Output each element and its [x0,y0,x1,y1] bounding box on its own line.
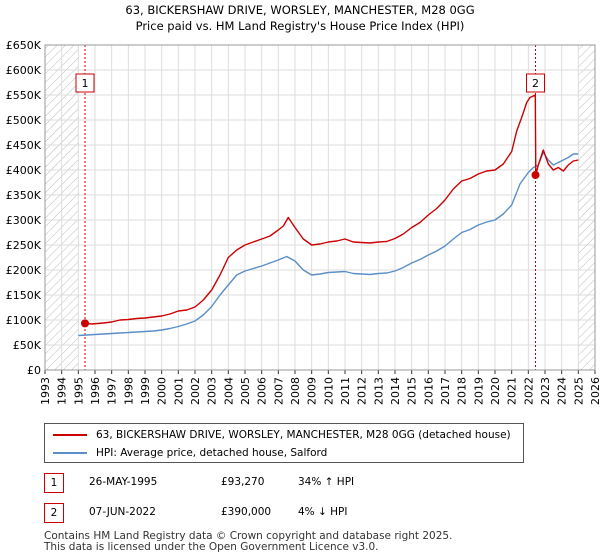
hpi-line [78,151,579,337]
plot-background [45,45,595,370]
x-tick-label: 1993 [39,377,52,405]
sale-hpi-change: 34% ↑ HPI [298,476,355,488]
footer-line-2: This data is licensed under the Open Gov… [44,541,379,553]
x-tick-label: 1999 [139,377,152,405]
y-tick-label: £450K [6,139,42,152]
y-tick-label: £350K [6,189,42,202]
x-tick-label: 1998 [122,377,135,405]
y-tick-label: £550K [6,89,42,102]
sale-date: 07-JUN-2022 [89,506,156,518]
x-tick-label: 2025 [572,377,585,405]
legend-item-property: 63, BICKERSHAW DRIVE, WORSLEY, MANCHESTE… [53,426,511,444]
y-tick-label: £600K [6,64,42,77]
x-tick-label: 2008 [289,377,302,405]
x-tick-label: 2017 [439,377,452,405]
sale-label-box [75,73,95,93]
x-tick-label: 2004 [222,377,235,405]
x-tick-label: 1994 [56,377,69,405]
x-tick-label: 1996 [89,377,102,405]
y-tick-label: £50K [13,339,42,352]
x-tick-label: 2014 [389,377,402,405]
y-tick-label: £300K [6,214,42,227]
legend-label-hpi: HPI: Average price, detached house, Salf… [96,447,328,459]
legend-swatch-hpi [53,452,87,454]
x-tick-label: 2005 [239,377,252,405]
x-tick-label: 2024 [556,377,569,405]
x-tick-label: 2007 [272,377,285,405]
hatched-region-layer [45,45,595,370]
series-layer [78,94,579,337]
hatched-region [578,45,595,370]
legend-swatch-property [53,434,87,436]
y-tick-label: £100K [6,314,42,327]
y-tick-label: £150K [6,289,42,302]
sale-label-number: 2 [532,77,539,90]
chart-subtitle: Price paid vs. HM Land Registry's House … [136,19,465,33]
x-tick-label: 2013 [372,377,385,405]
sale-point [81,319,89,328]
plot-border [44,44,596,371]
chart-title: 63, BICKERSHAW DRIVE, WORSLEY, MANCHESTE… [125,3,474,17]
x-tick-label: 2012 [356,377,369,405]
x-tick-label: 2016 [422,377,435,405]
sale-price: £390,000 [221,506,272,518]
x-tick-label: 2023 [539,377,552,405]
grid-layer [44,44,596,371]
property-price-line [84,94,579,325]
footer-line-1: Contains HM Land Registry data © Crown c… [44,530,453,542]
x-tick-label: 2021 [506,377,519,405]
sale-number-badge: 1 [44,473,64,493]
sale-label-box [526,73,545,93]
legend-label-property: 63, BICKERSHAW DRIVE, WORSLEY, MANCHESTE… [96,429,511,441]
footer-attribution: Contains HM Land Registry data © Crown c… [44,531,452,553]
y-tick-label: £400K [6,164,42,177]
x-tick-label: 2019 [472,377,485,405]
sale-price: £93,270 [221,476,265,488]
x-tick-label: 2010 [322,377,335,405]
x-tick-label: 2011 [339,377,352,405]
y-tick-label: £200K [6,264,42,277]
x-tick-label: 1997 [106,377,119,405]
legend: 63, BICKERSHAW DRIVE, WORSLEY, MANCHESTE… [44,423,524,463]
x-tick-label: 2006 [256,377,269,405]
price-chart: 63, BICKERSHAW DRIVE, WORSLEY, MANCHESTE… [6,3,600,405]
x-tick-label: 2015 [406,377,419,405]
x-tick-label: 2000 [156,377,169,405]
legend-item-hpi: HPI: Average price, detached house, Salf… [53,444,327,462]
x-tick-label: 2009 [306,377,319,405]
x-tick-label: 2003 [206,377,219,405]
y-tick-label: £500K [6,114,42,127]
sale-date: 26-MAY-1995 [89,476,158,488]
sale-number-badge: 2 [44,503,64,523]
x-tick-label: 2001 [172,377,185,405]
sale-point [531,171,540,179]
y-tick-label: £650K [6,39,42,52]
x-tick-label: 2022 [522,377,535,405]
sale-label-number: 1 [82,77,89,90]
y-tick-label: £250K [6,239,42,252]
y-tick-label: £0 [27,364,41,377]
x-tick-label: 2002 [189,377,202,405]
axis-layer: £0 £50K £100K £150K £200K £250K £300K £350K £400… [6,39,600,405]
x-tick-label: 1995 [72,377,85,405]
x-tick-label: 2020 [489,377,502,405]
x-tick-label: 2018 [456,377,469,405]
sale-hpi-change: 4% ↓ HPI [298,506,348,518]
x-tick-label: 2026 [589,377,600,405]
